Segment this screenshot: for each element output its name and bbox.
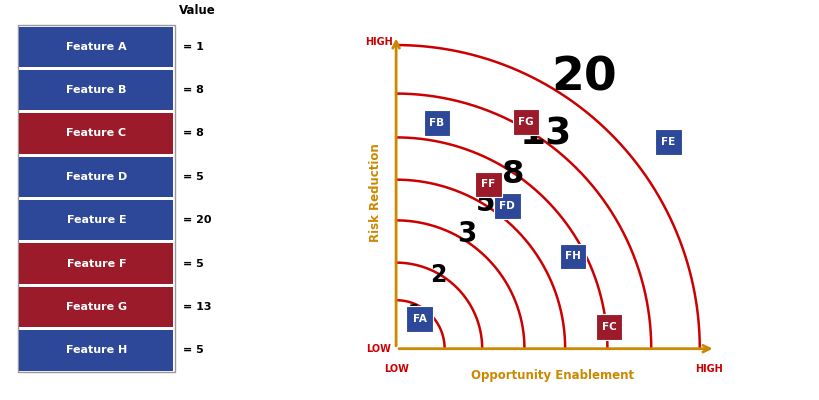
Text: = 20: = 20 — [183, 215, 211, 225]
FancyBboxPatch shape — [595, 314, 622, 340]
FancyBboxPatch shape — [20, 200, 174, 240]
FancyBboxPatch shape — [493, 194, 520, 219]
Text: Feature B: Feature B — [66, 85, 126, 95]
FancyBboxPatch shape — [20, 243, 174, 284]
Text: 8: 8 — [502, 160, 524, 190]
Text: FA: FA — [412, 314, 426, 324]
Text: Feature A: Feature A — [66, 42, 127, 52]
FancyBboxPatch shape — [423, 110, 450, 136]
Text: 1: 1 — [407, 303, 421, 322]
Text: RR-OE
Value: RR-OE Value — [176, 0, 217, 17]
FancyBboxPatch shape — [20, 113, 174, 154]
Text: FH: FH — [564, 251, 580, 261]
Text: LOW: LOW — [383, 364, 408, 374]
FancyBboxPatch shape — [512, 109, 539, 134]
Text: 13: 13 — [519, 116, 572, 152]
Text: = 8: = 8 — [183, 85, 204, 95]
Text: = 5: = 5 — [183, 258, 203, 268]
Text: FC: FC — [601, 322, 616, 332]
Text: Feature E: Feature E — [66, 215, 126, 225]
Text: Risk Reduction: Risk Reduction — [369, 143, 382, 242]
Text: Opportunity Enablement: Opportunity Enablement — [470, 369, 633, 382]
Text: Feature D: Feature D — [66, 172, 127, 182]
Text: FG: FG — [518, 117, 533, 127]
FancyBboxPatch shape — [405, 306, 432, 332]
Text: Feature H: Feature H — [66, 345, 127, 355]
Text: HIGH: HIGH — [364, 37, 392, 47]
FancyBboxPatch shape — [20, 70, 174, 110]
FancyBboxPatch shape — [474, 172, 501, 197]
FancyBboxPatch shape — [559, 244, 586, 269]
Text: FD: FD — [499, 201, 514, 211]
Text: = 5: = 5 — [183, 345, 203, 355]
Text: FF: FF — [481, 179, 495, 189]
Text: 3: 3 — [456, 220, 476, 248]
Text: = 13: = 13 — [183, 302, 211, 312]
Text: 5: 5 — [475, 189, 495, 217]
Text: FE: FE — [661, 137, 675, 147]
FancyBboxPatch shape — [20, 287, 174, 327]
FancyBboxPatch shape — [20, 157, 174, 197]
Text: Feature G: Feature G — [66, 302, 127, 312]
Text: HIGH: HIGH — [695, 364, 722, 374]
Text: LOW: LOW — [366, 344, 391, 354]
FancyBboxPatch shape — [20, 26, 174, 67]
Text: Feature F: Feature F — [66, 258, 126, 268]
Text: 20: 20 — [550, 56, 616, 100]
Text: 2: 2 — [430, 263, 446, 287]
FancyBboxPatch shape — [20, 330, 174, 370]
Text: = 8: = 8 — [183, 128, 204, 138]
FancyBboxPatch shape — [654, 129, 681, 155]
Text: Feature C: Feature C — [66, 128, 126, 138]
Text: = 1: = 1 — [183, 42, 204, 52]
Text: FB: FB — [428, 118, 444, 128]
Text: = 5: = 5 — [183, 172, 203, 182]
